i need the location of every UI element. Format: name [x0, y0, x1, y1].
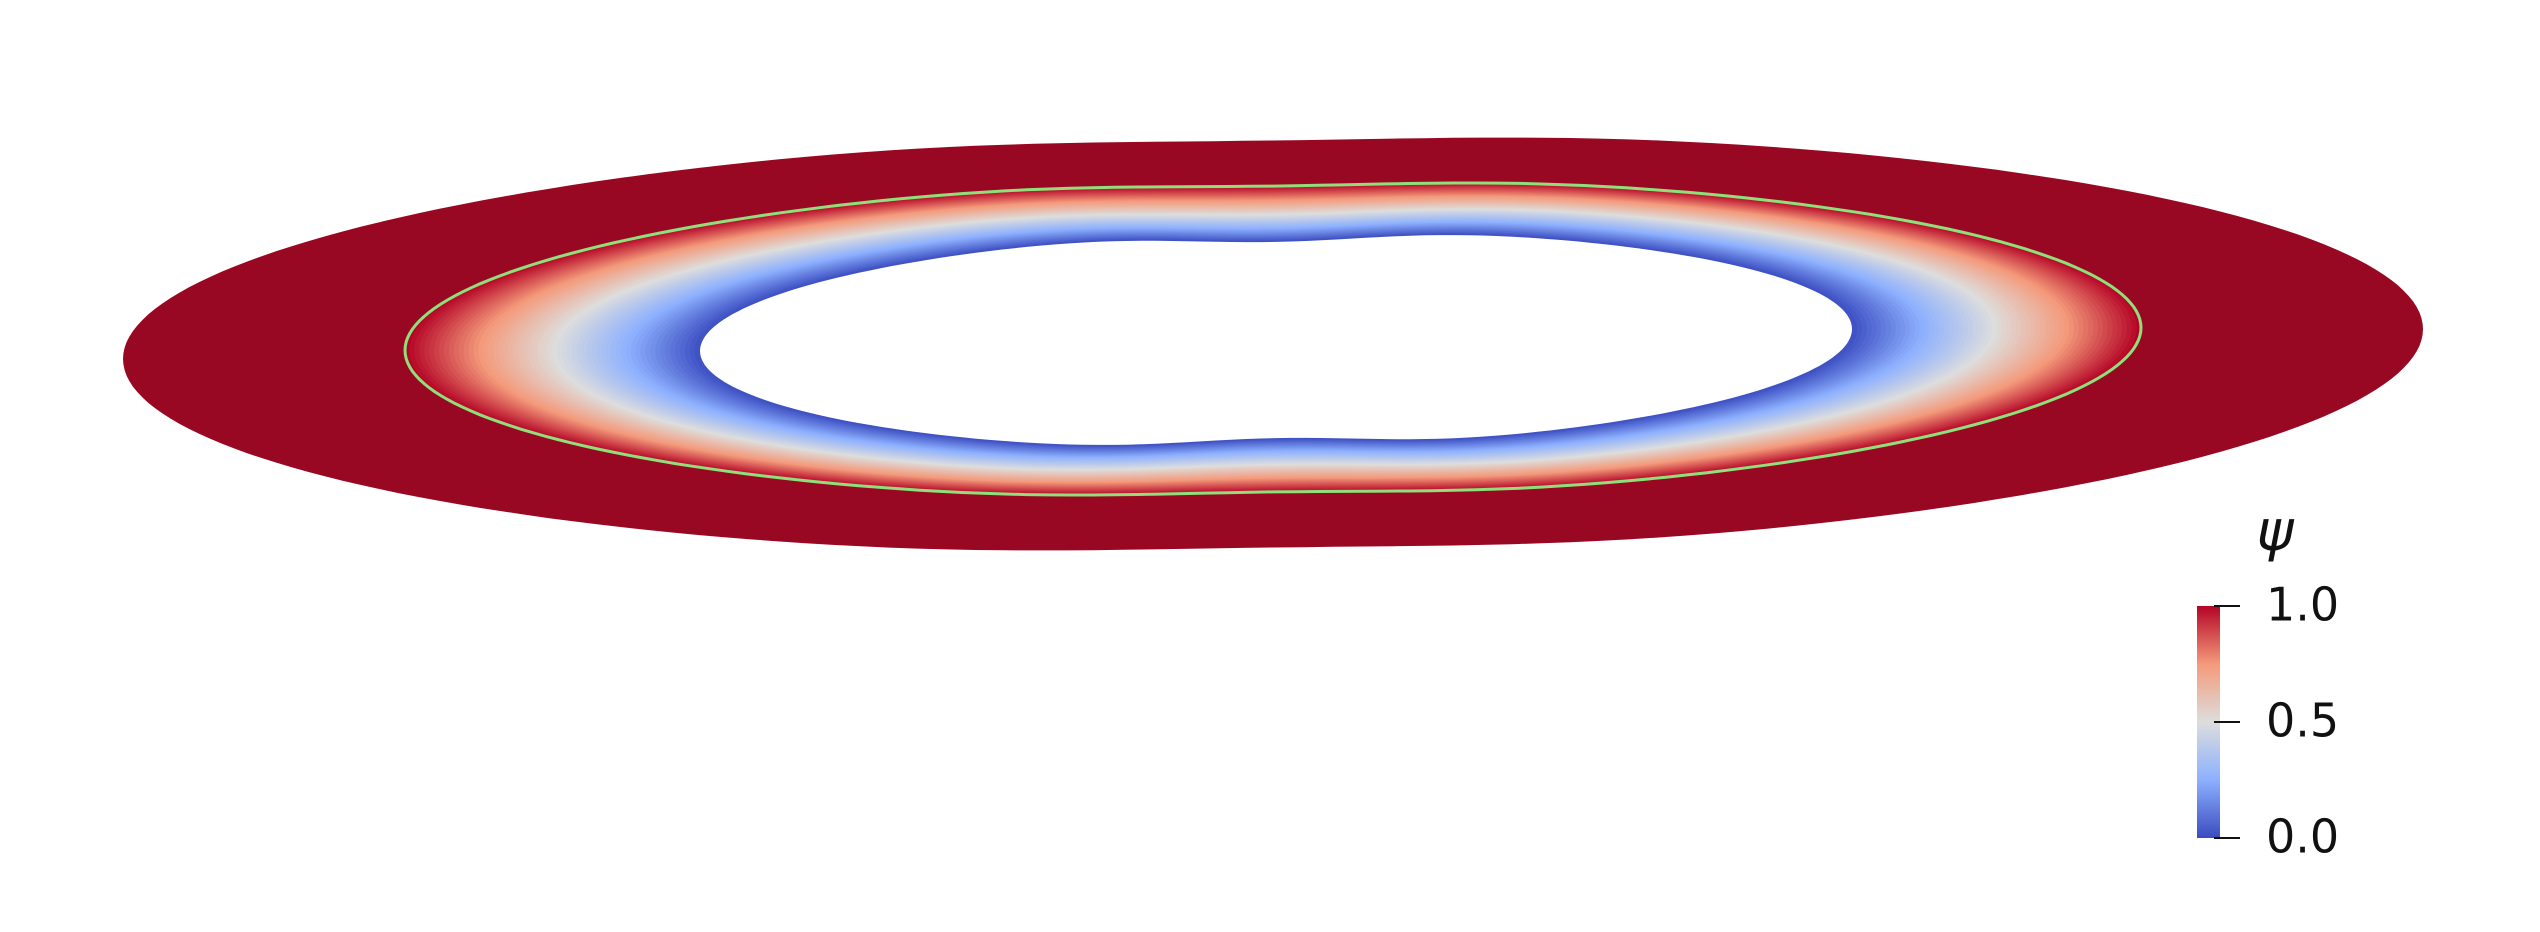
colorbar-tick-label: 0.5: [2266, 694, 2339, 748]
contour-line: [403, 181, 2143, 497]
colorbar-tick-label: 1.0: [2266, 578, 2339, 632]
colorbar: [2197, 606, 2220, 838]
domain: [123, 137, 2423, 551]
colorbar-tick-label: 0.0: [2266, 810, 2339, 864]
color-legend: ψ 0.0 0.5 1.0: [2197, 499, 2339, 864]
colorbar-title: ψ: [2257, 499, 2295, 564]
hole: [700, 235, 1852, 445]
